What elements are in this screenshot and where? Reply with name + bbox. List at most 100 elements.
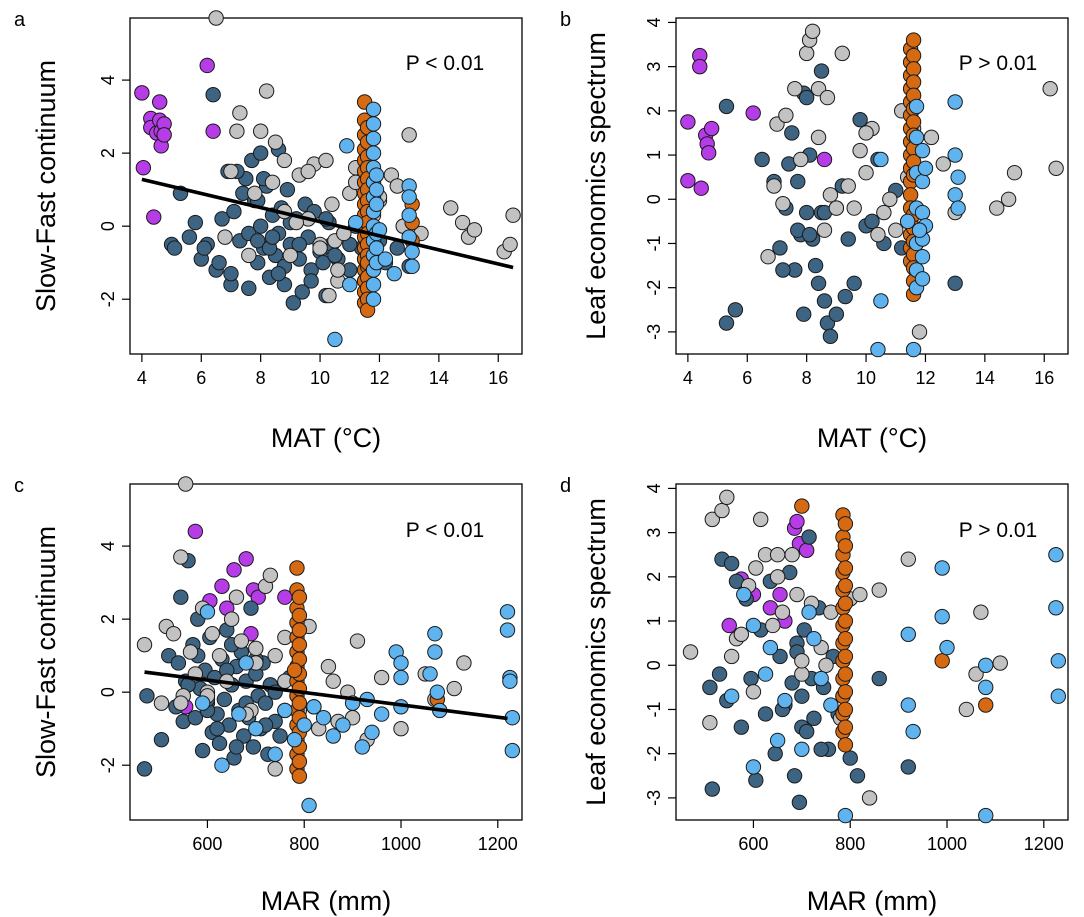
data-point-light-blue bbox=[950, 169, 966, 185]
data-point-orange bbox=[794, 498, 810, 514]
data-point-light-blue bbox=[914, 204, 931, 221]
y-tick-label: -2 bbox=[98, 291, 118, 307]
data-point-light-blue bbox=[422, 666, 438, 682]
data-point-light-blue bbox=[327, 331, 343, 348]
data-point-purple bbox=[680, 114, 696, 130]
y-tick-label: 0 bbox=[644, 660, 664, 670]
data-point-dark-blue bbox=[900, 759, 916, 775]
data-point-gray bbox=[858, 125, 874, 141]
data-point-gray bbox=[223, 163, 239, 180]
data-point-light-blue bbox=[342, 276, 358, 293]
data-point-light-blue bbox=[365, 276, 382, 293]
data-point-dark-blue bbox=[236, 728, 252, 744]
y-tick-label: 0 bbox=[98, 221, 118, 231]
data-point-dark-blue bbox=[389, 240, 405, 256]
data-point-purple bbox=[703, 120, 720, 137]
data-point-orange bbox=[837, 666, 854, 682]
data-point-light-blue bbox=[277, 702, 293, 719]
data-point-light-blue bbox=[365, 116, 382, 132]
data-point-dark-blue bbox=[252, 145, 269, 161]
data-point-light-blue bbox=[404, 244, 420, 260]
data-point-light-blue bbox=[301, 797, 317, 814]
data-point-dark-blue bbox=[828, 306, 845, 322]
data-point-gray bbox=[760, 249, 776, 265]
plot-frame bbox=[129, 17, 523, 355]
data-point-light-blue bbox=[947, 147, 963, 163]
data-point-gray bbox=[324, 196, 340, 212]
data-point-gray bbox=[248, 640, 264, 657]
data-point-light-blue bbox=[365, 291, 382, 307]
data-point-light-blue bbox=[837, 807, 854, 824]
y-tick-label: 3 bbox=[644, 528, 664, 538]
data-point-purple bbox=[680, 172, 696, 189]
data-point-gray bbox=[466, 222, 483, 238]
data-point-light-blue bbox=[934, 608, 950, 625]
data-point-gray bbox=[401, 127, 417, 143]
data-point-dark-blue bbox=[784, 125, 800, 141]
data-point-dark-blue bbox=[211, 735, 228, 752]
x-tick-label: 6 bbox=[196, 368, 206, 388]
data-point-gray bbox=[223, 611, 240, 627]
data-point-dark-blue bbox=[864, 213, 880, 230]
data-point-light-blue bbox=[870, 341, 886, 358]
data-point-dark-blue bbox=[743, 670, 759, 687]
data-point-orange bbox=[837, 737, 854, 753]
data-point-gray bbox=[267, 647, 283, 664]
data-point-light-blue bbox=[939, 639, 955, 656]
y-tick-label: 2 bbox=[644, 106, 664, 116]
data-point-dark-blue bbox=[807, 257, 824, 274]
data-point-gray bbox=[318, 152, 334, 169]
data-point-gray bbox=[1042, 81, 1058, 97]
data-point-dark-blue bbox=[285, 295, 302, 311]
data-point-dark-blue bbox=[272, 728, 288, 744]
y-axis-label: Leaf economics spectrum bbox=[581, 32, 611, 340]
data-point-light-blue bbox=[934, 560, 950, 576]
data-point-orange bbox=[837, 577, 854, 594]
data-point-light-blue bbox=[914, 142, 931, 159]
data-point-gray bbox=[852, 586, 868, 603]
data-point-gray bbox=[502, 236, 518, 253]
data-point-light-blue bbox=[908, 98, 925, 115]
data-point-light-blue bbox=[306, 699, 322, 715]
data-point-gray bbox=[229, 123, 245, 139]
data-point-dark-blue bbox=[249, 233, 266, 249]
data-point-gray bbox=[211, 647, 228, 664]
panel-d: d P > 0.01 Leaf economics spectrum MAR (… bbox=[560, 475, 1069, 916]
x-tick-label: 12 bbox=[369, 368, 389, 388]
data-point-light-blue bbox=[364, 724, 380, 741]
data-point-light-blue bbox=[401, 207, 417, 223]
data-point-purple bbox=[156, 127, 172, 143]
data-point-gray bbox=[723, 648, 740, 665]
x-tick-label: 1200 bbox=[478, 834, 518, 854]
y-tick-label: -2 bbox=[644, 280, 664, 296]
data-point-dark-blue bbox=[228, 739, 245, 755]
data-point-orange bbox=[978, 697, 994, 713]
x-tick-label: 12 bbox=[915, 368, 935, 388]
data-point-gray bbox=[446, 680, 462, 697]
data-point-dark-blue bbox=[849, 768, 866, 784]
data-point-light-blue bbox=[777, 692, 793, 709]
y-axis-label: Slow-Fast continuum bbox=[31, 60, 61, 312]
data-point-dark-blue bbox=[711, 666, 728, 682]
axis-ticks: 4 6 8 10 12 14 16 -2 0 2 4 bbox=[98, 75, 508, 388]
data-point-dark-blue bbox=[822, 328, 839, 345]
fit-line bbox=[141, 177, 514, 270]
data-point-light-blue bbox=[373, 706, 390, 722]
data-point-light-blue bbox=[914, 271, 931, 287]
data-point-light-blue bbox=[427, 626, 443, 642]
data-point-light-blue bbox=[502, 673, 518, 689]
data-point-dark-blue bbox=[170, 655, 187, 671]
data-point-orange bbox=[837, 684, 854, 700]
data-point-dark-blue bbox=[790, 173, 806, 190]
data-point-gray bbox=[182, 644, 199, 660]
data-point-gray bbox=[766, 178, 782, 194]
data-point-gray bbox=[505, 207, 521, 223]
data-point-gray bbox=[173, 549, 189, 565]
data-point-gray bbox=[232, 105, 248, 121]
data-point-light-blue bbox=[823, 697, 839, 713]
data-point-light-blue bbox=[873, 293, 889, 309]
data-point-gray bbox=[233, 633, 250, 649]
x-tick-label: 10 bbox=[310, 368, 330, 388]
data-point-gray bbox=[312, 240, 328, 256]
data-point-gray bbox=[765, 617, 781, 634]
